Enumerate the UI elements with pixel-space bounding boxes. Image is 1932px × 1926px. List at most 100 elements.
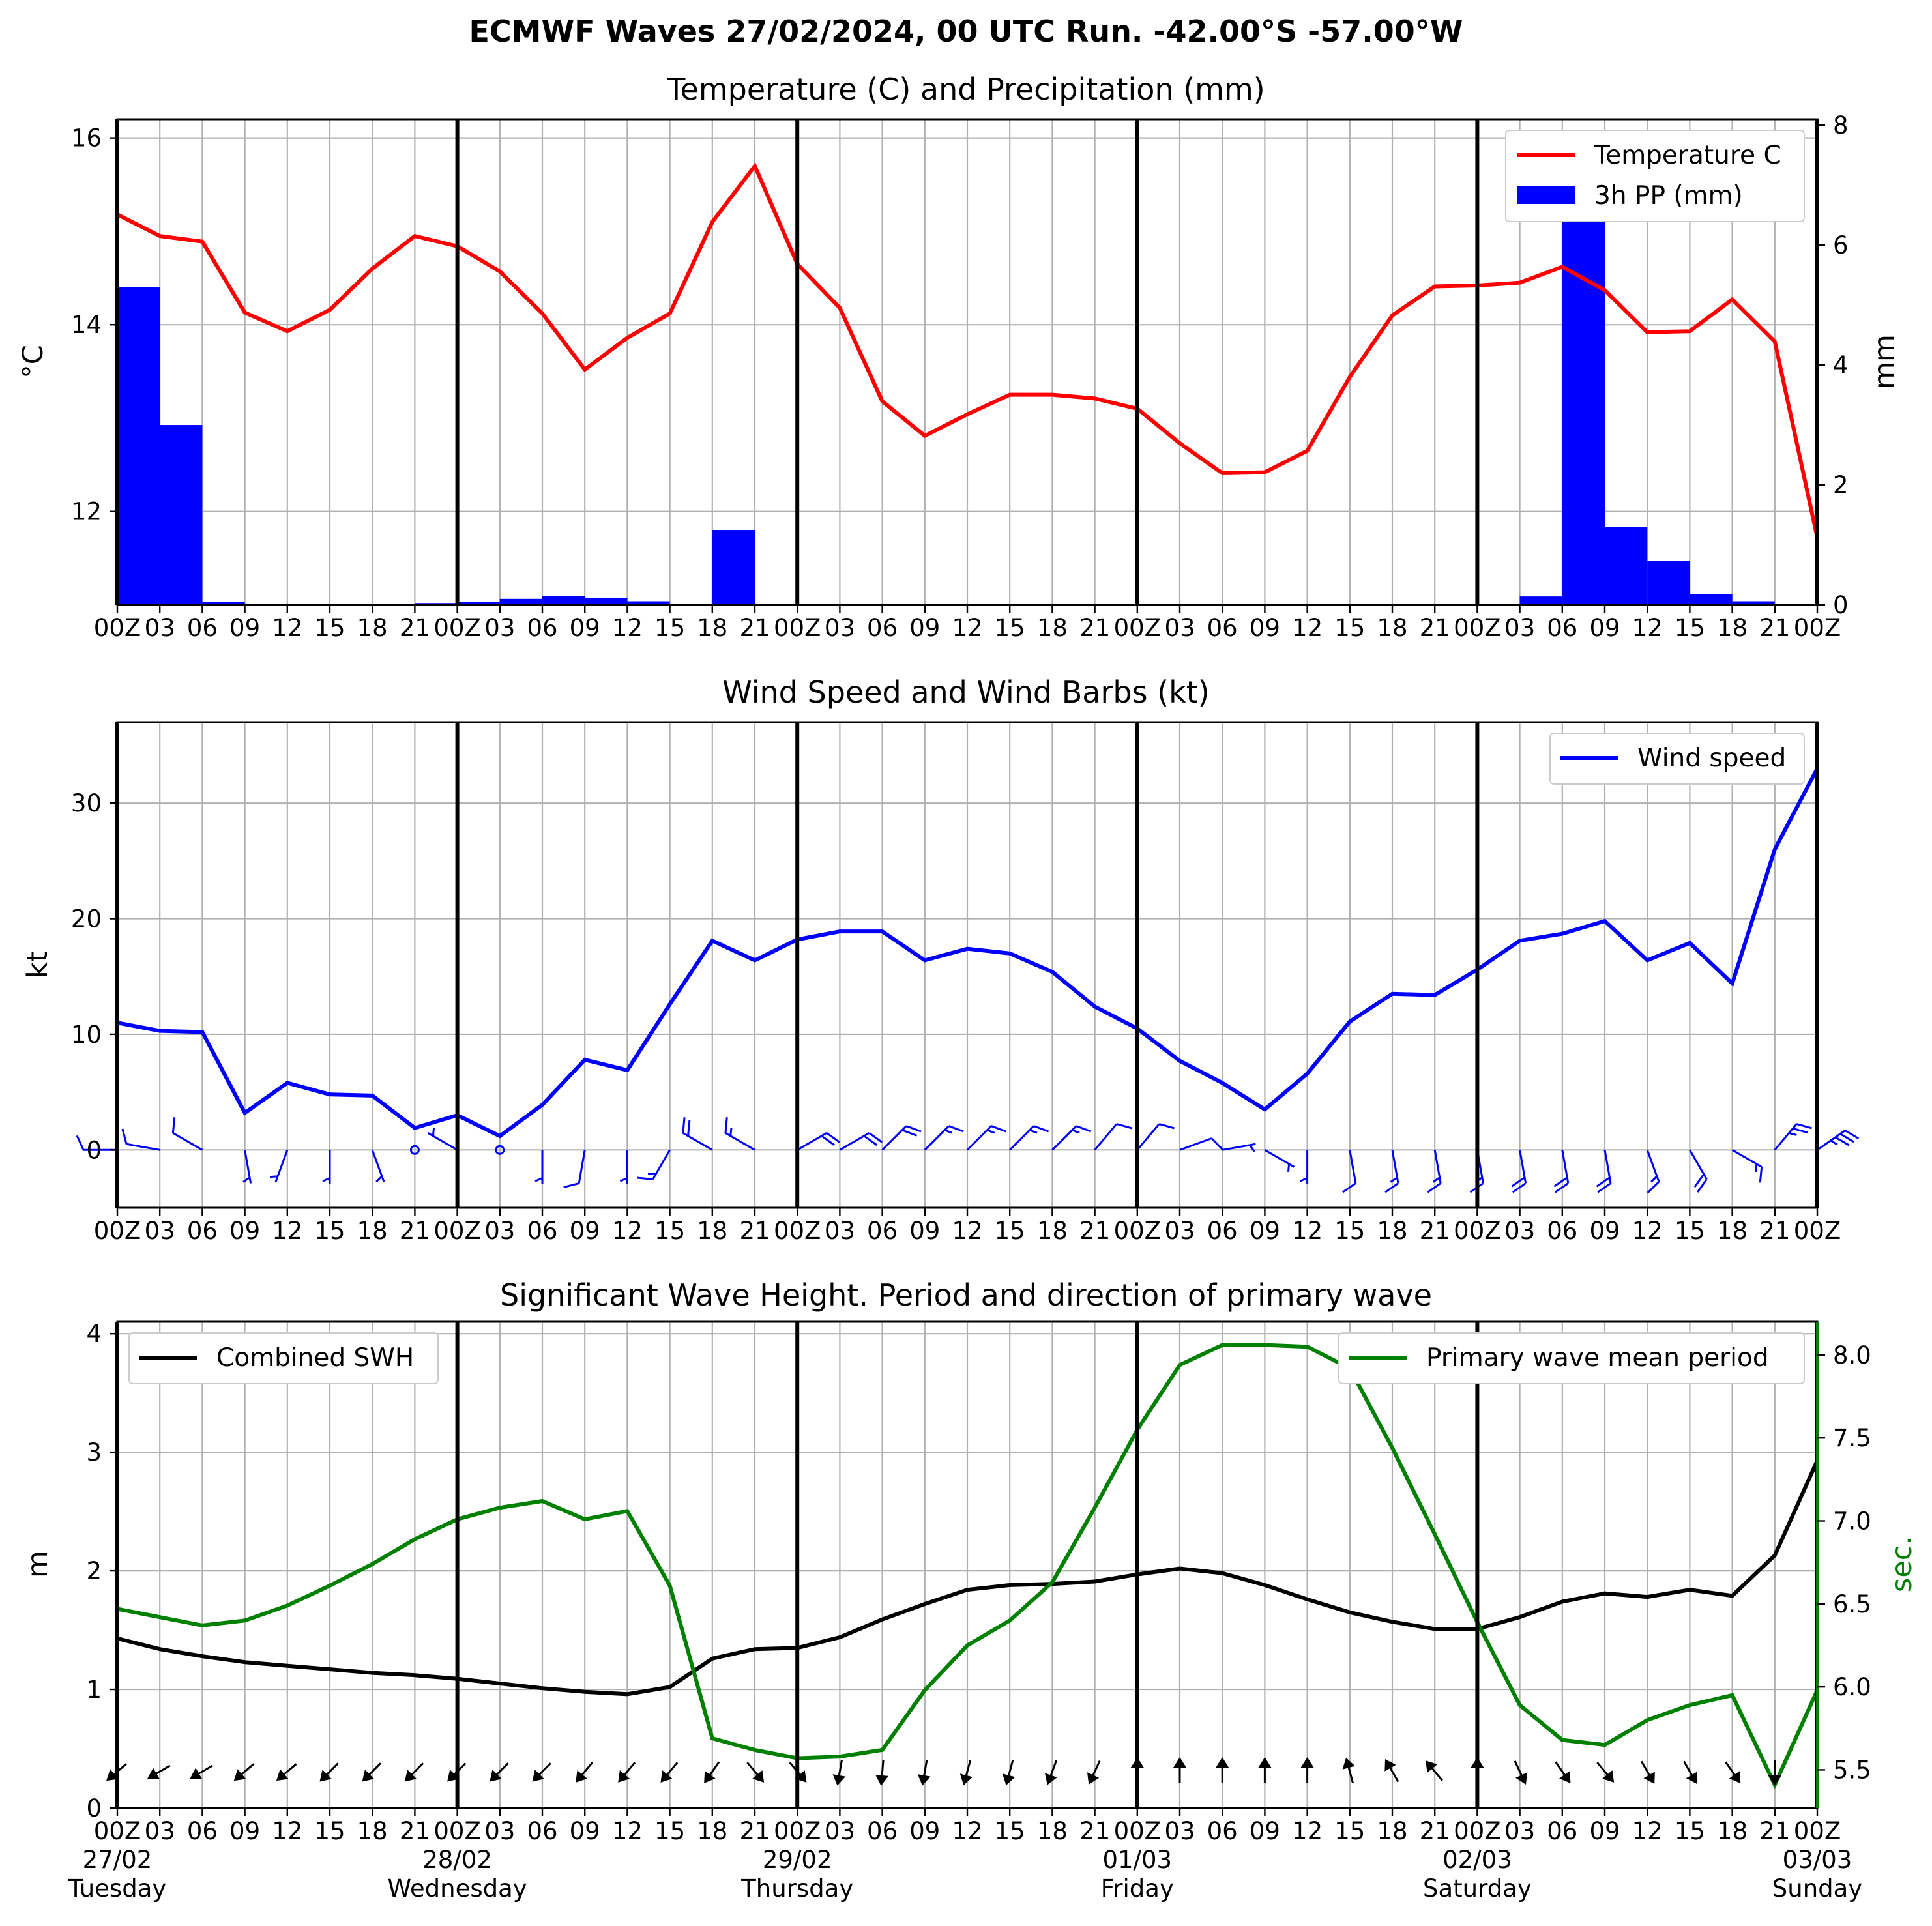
- arrow-head: [1342, 1757, 1355, 1770]
- wind-barb: [495, 1145, 505, 1155]
- x-tick-label: 00Z: [1114, 614, 1161, 642]
- x-tick-label: 06: [187, 1217, 218, 1245]
- arrow-head: [147, 1768, 160, 1779]
- barb-half: [1299, 1176, 1308, 1182]
- day-date-label: 01/03: [1102, 1846, 1172, 1874]
- wave-direction-arrows: [106, 1757, 1781, 1786]
- wind-barb: [1264, 1149, 1295, 1172]
- barb-half: [242, 1176, 250, 1183]
- barb-full: [1553, 1176, 1568, 1188]
- barb-half: [986, 1129, 995, 1134]
- arrow-head: [1426, 1760, 1438, 1773]
- arrow-head: [660, 1770, 673, 1783]
- barb-full: [905, 1125, 922, 1133]
- barb-shaft: [1094, 1123, 1118, 1151]
- y-tick-label: 1: [86, 1676, 102, 1704]
- barb-shaft: [1136, 1123, 1160, 1151]
- wind-barb: [1427, 1150, 1442, 1193]
- y-right-tick-label: 6: [1833, 231, 1849, 259]
- arrow-head: [917, 1774, 931, 1786]
- wind-barb: [924, 1125, 964, 1151]
- wind-barb: [1222, 1143, 1256, 1152]
- x-tick-label: 03: [1504, 1217, 1535, 1245]
- wind-barb: [1094, 1123, 1132, 1151]
- precipitation-ylabel: mm: [1868, 334, 1901, 389]
- x-tick-label: 21: [1079, 1217, 1110, 1245]
- wave-direction-arrow: [1768, 1760, 1781, 1786]
- x-tick-label: 18: [1037, 1817, 1068, 1845]
- x-tick-label: 06: [187, 1817, 218, 1845]
- barb-shaft: [578, 1150, 586, 1184]
- wind-barb: [1469, 1150, 1484, 1193]
- x-tick-label: 12: [952, 614, 982, 642]
- barb-full: [1835, 1136, 1850, 1146]
- barb-full: [1597, 1182, 1611, 1193]
- x-tick-label: 03: [825, 614, 855, 642]
- wave-direction-arrow: [362, 1762, 381, 1782]
- arrow-head: [1002, 1773, 1016, 1786]
- x-tick-label: 09: [1250, 1217, 1280, 1245]
- wave-direction-arrow: [1640, 1760, 1655, 1785]
- wave-direction-arrow: [576, 1762, 593, 1783]
- x-tick-label: 06: [1547, 1817, 1577, 1845]
- barb-full: [637, 1176, 653, 1180]
- wind-barb: [1596, 1150, 1612, 1193]
- wind-barb: [1731, 1149, 1763, 1183]
- x-tick-label: 15: [1334, 614, 1365, 642]
- x-tick-label: 15: [314, 614, 345, 642]
- x-tick-label: 09: [229, 614, 260, 642]
- period-line: [117, 1343, 1819, 1790]
- wind-barb: [1009, 1125, 1049, 1151]
- barb-half: [534, 1176, 543, 1182]
- arrow-head: [276, 1769, 289, 1781]
- temperature-ylabel: °C: [17, 345, 50, 379]
- wind-barb: [409, 1145, 420, 1155]
- x-tick-label: 09: [229, 1817, 260, 1845]
- x-tick-label: 03: [1164, 1217, 1195, 1245]
- x-tick-label: 12: [272, 614, 302, 642]
- wave-direction-arrow: [1596, 1762, 1615, 1783]
- x-tick-label: 09: [1250, 614, 1280, 642]
- y-tick-label: 20: [71, 905, 102, 933]
- x-tick-label: 06: [187, 614, 218, 642]
- x-tick-label: 12: [612, 1817, 643, 1845]
- barb-half: [1432, 1176, 1441, 1183]
- wave-direction-arrow: [1725, 1761, 1741, 1784]
- barb-half: [1072, 1129, 1080, 1134]
- x-tick-label: 09: [570, 1217, 600, 1245]
- wind-barb: [242, 1150, 252, 1184]
- wind-barb: [1646, 1149, 1660, 1194]
- temperature-y-ticks: 12 14 16: [71, 124, 117, 526]
- barb-half: [1390, 1176, 1398, 1183]
- x-tick-label: 06: [867, 1217, 898, 1245]
- y-tick-label: 2: [86, 1557, 102, 1585]
- precipitation-bar: [160, 425, 203, 605]
- arrow-head: [704, 1771, 716, 1784]
- wave-direction-arrow: [276, 1763, 297, 1781]
- x-tick-label: 12: [612, 614, 643, 642]
- x-tick-label: 15: [654, 1817, 685, 1845]
- x-tick-label: 09: [570, 1817, 600, 1845]
- barb-full: [826, 1132, 840, 1143]
- wind-barb: [534, 1150, 544, 1184]
- arrow-head: [1087, 1772, 1100, 1785]
- y-right-tick-label: 7.5: [1833, 1424, 1871, 1452]
- x-tick-label: 12: [612, 1217, 643, 1245]
- wind-barb: [1299, 1150, 1309, 1184]
- legend-precip-label: 3h PP (mm): [1594, 181, 1743, 211]
- barb-full: [1116, 1123, 1132, 1130]
- x-tick-label: 12: [1292, 1217, 1323, 1245]
- barb-full: [1844, 1130, 1860, 1140]
- wind-barb: [1051, 1125, 1092, 1151]
- x-tick-label: 03: [145, 614, 175, 642]
- arrow-head: [1515, 1772, 1528, 1785]
- y-tick-label: 14: [71, 311, 102, 339]
- x-tick-label: 21: [1079, 614, 1110, 642]
- wind-barb: [881, 1125, 922, 1151]
- barb-full: [724, 1117, 728, 1133]
- x-tick-label: 03: [484, 614, 515, 642]
- arrow-head: [1216, 1757, 1229, 1768]
- x-tick-label: 21: [1759, 1817, 1790, 1845]
- x-tick-label: 00Z: [774, 614, 821, 642]
- x-tick-label: 03: [1504, 1817, 1535, 1845]
